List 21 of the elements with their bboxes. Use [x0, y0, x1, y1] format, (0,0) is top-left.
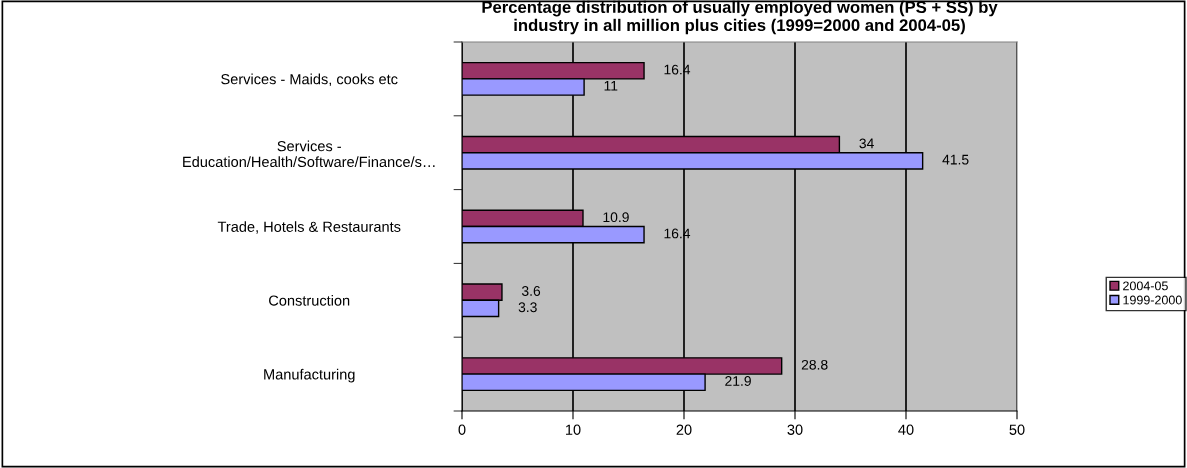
data-label: 11: [604, 81, 618, 91]
data-label: 3.6: [521, 286, 541, 296]
x-tick-label: 20: [676, 424, 692, 435]
y-tick-label: Construction: [269, 295, 350, 306]
x-tick-label: 30: [787, 424, 803, 435]
legend-label: 2004-05: [1123, 281, 1168, 291]
data-label: 21.9: [725, 376, 751, 386]
y-tick-label: Trade, Hotels & Restaurants: [217, 221, 401, 234]
data-label: 3.3: [518, 302, 537, 313]
data-label: 28.8: [801, 359, 828, 370]
x-tick-label: 40: [898, 424, 914, 435]
legend-label: 1999-2000: [1123, 295, 1182, 305]
x-tick-label: 0: [458, 424, 466, 435]
data-label: 10.9: [603, 212, 629, 223]
y-tick-label: Manufacturing: [264, 368, 355, 383]
data-label: 41.5: [942, 154, 969, 165]
x-tick-label: 10: [566, 424, 581, 435]
data-label: 34: [859, 138, 874, 149]
y-tick-label: Services - Maids, cooks etc: [221, 73, 398, 87]
x-tick-label: 50: [1009, 424, 1025, 435]
y-tick-label: Services - Education/Health/Software/Finance/s…: [183, 140, 435, 168]
